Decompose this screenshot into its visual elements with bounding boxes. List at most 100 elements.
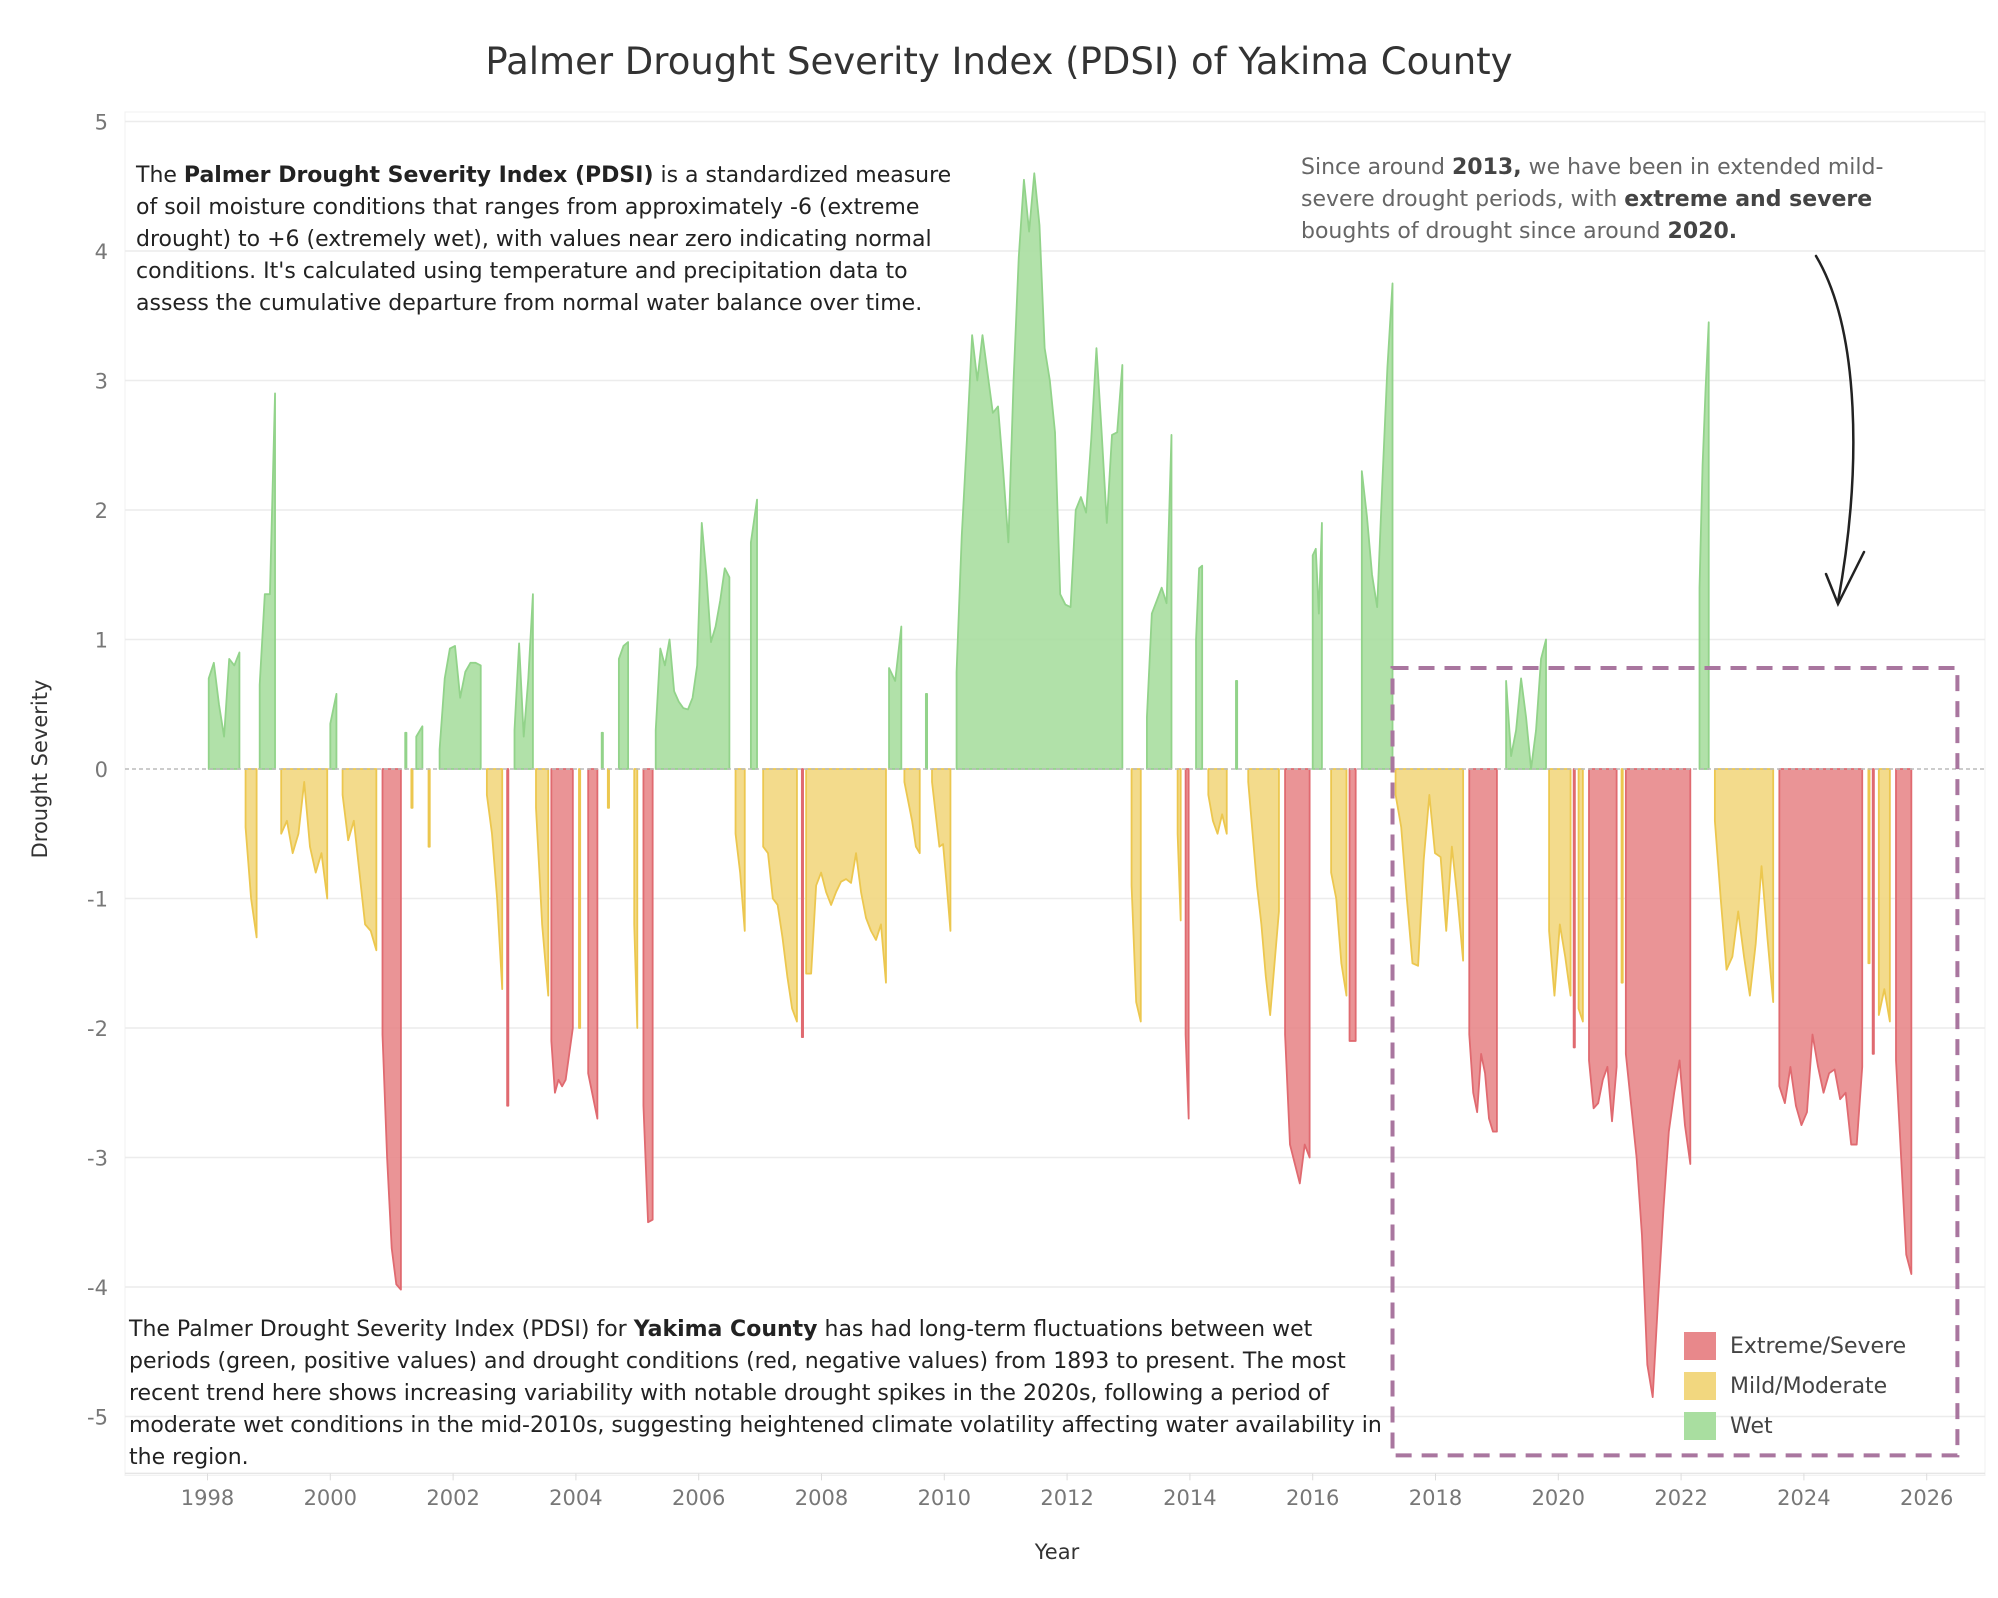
x-tick-label: 2004 <box>549 1486 602 1510</box>
x-tick-label: 2000 <box>304 1486 357 1510</box>
pdsi-episode <box>244 768 258 939</box>
x-tick-label: 2024 <box>1777 1486 1830 1510</box>
y-tick-label: 2 <box>95 499 108 523</box>
legend-label: Wet <box>1730 1413 1773 1439</box>
x-tick-label: 2012 <box>1040 1486 1093 1510</box>
swatch-extreme <box>1684 1332 1716 1360</box>
pdsi-episode <box>642 768 654 1224</box>
y-axis-ticks: 5 4 3 2 1 0 -1 -2 -3 -4 -5 <box>87 111 108 1430</box>
pdsi-episode <box>506 768 510 1107</box>
arrow-icon <box>1814 254 1866 608</box>
y-tick-label: -2 <box>87 1017 108 1041</box>
pdsi-episode <box>1867 768 1871 965</box>
pdsi-episode <box>1588 768 1618 1123</box>
pdsi-episode <box>404 731 408 770</box>
pdsi-episode <box>438 645 482 770</box>
pdsi-episode <box>1778 768 1864 1146</box>
pdsi-episode <box>1311 522 1323 770</box>
x-axis-title: Year <box>1034 1540 1080 1564</box>
pdsi-episode <box>410 768 414 809</box>
y-axis-title: Drought Severity <box>28 679 52 859</box>
x-tick-label: 2018 <box>1409 1486 1462 1510</box>
yakima-summary-note: The Palmer Drought Severity Index (PDSI)… <box>129 1317 1382 1470</box>
recent-drought-note: Since around 2013, we have been in exten… <box>1301 155 1884 244</box>
y-tick-label: -1 <box>87 888 108 912</box>
pdsi-episode <box>1360 282 1394 770</box>
pdsi-episode <box>734 768 746 932</box>
pdsi-episode <box>427 768 431 848</box>
pdsi-episode <box>1330 768 1348 997</box>
pdsi-episode <box>600 731 604 770</box>
pdsi-episode <box>888 625 903 770</box>
pdsi-episode <box>329 692 338 770</box>
y-tick-label: 4 <box>95 240 108 264</box>
pdsi-episode <box>617 641 629 770</box>
pdsi-episode <box>1176 768 1182 922</box>
y-tick-label: -4 <box>87 1276 108 1300</box>
pdsi-episode <box>1577 768 1584 1023</box>
y-tick-label: 0 <box>95 758 108 782</box>
y-tick-label: 5 <box>95 111 108 135</box>
chart-title: Palmer Drought Severity Index (PDSI) of … <box>485 40 1513 83</box>
pdsi-episode <box>1235 680 1239 770</box>
pdsi-episode <box>654 522 731 770</box>
pdsi-episode <box>1146 433 1173 770</box>
pdsi-episode <box>535 768 550 997</box>
x-tick-label: 2008 <box>795 1486 848 1510</box>
pdsi-episode <box>1207 768 1228 835</box>
legend-label: Extreme/Severe <box>1730 1333 1907 1359</box>
legend-item-extreme: Extreme/Severe <box>1684 1326 1906 1366</box>
x-tick-label: 2010 <box>918 1486 971 1510</box>
x-tick-label: 2026 <box>1900 1486 1953 1510</box>
pdsi-episode <box>1620 768 1624 984</box>
pdsi-episode <box>1468 768 1498 1133</box>
pdsi-episode <box>1184 768 1190 1120</box>
pdsi-episode <box>1247 768 1280 1016</box>
plot-frame <box>124 111 1986 1476</box>
pdsi-episode <box>381 768 402 1291</box>
pdsi-episode <box>1130 768 1142 1023</box>
x-tick-label: 2020 <box>1532 1486 1585 1510</box>
pdsi-episode <box>1548 768 1572 997</box>
pdsi-episode <box>578 768 582 1029</box>
pdsi-episode <box>258 392 276 770</box>
swatch-mild <box>1684 1372 1716 1400</box>
pdsi-episode <box>931 768 952 932</box>
legend-label: Mild/Moderate <box>1730 1373 1888 1399</box>
y-tick-label: 1 <box>95 629 108 653</box>
pdsi-episode <box>606 768 610 809</box>
pdsi-episode <box>207 651 241 770</box>
pdsi-episode <box>1895 768 1913 1275</box>
pdsi-episode <box>924 692 929 770</box>
swatch-wet <box>1684 1412 1716 1440</box>
y-tick-label: -3 <box>87 1147 108 1171</box>
pdsi-episode <box>903 768 921 855</box>
y-tick-label: -5 <box>87 1406 108 1430</box>
x-tick-label: 2016 <box>1286 1486 1339 1510</box>
pdsi-episode <box>955 172 1124 770</box>
pdsi-episode <box>587 768 599 1120</box>
legend-item-wet: Wet <box>1684 1406 1906 1446</box>
pdsi-episode <box>1284 768 1311 1185</box>
pdsi-episode <box>1871 768 1875 1055</box>
pdsi-episode <box>800 768 804 1038</box>
pdsi-episode <box>762 768 798 1023</box>
pdsi-episode <box>341 768 378 952</box>
pdsi-episode <box>805 768 887 984</box>
pdsi-episode <box>415 725 424 770</box>
pdsi-episode <box>1877 768 1891 1023</box>
pdsi-episode <box>1624 768 1692 1398</box>
x-tick-label: 2002 <box>426 1486 479 1510</box>
x-tick-label: 1998 <box>181 1486 234 1510</box>
pdsi-episode <box>1713 768 1775 1003</box>
pdsi-episode <box>1195 564 1204 770</box>
gridlines <box>124 111 1986 1476</box>
legend-item-mild: Mild/Moderate <box>1684 1366 1906 1406</box>
pdsi-episode <box>1348 768 1357 1042</box>
x-axis-ticks: 1998 2000 2002 2004 2006 2008 2010 2012 2014 2016… <box>125 1472 1985 1510</box>
pdsi-episode <box>1572 768 1576 1049</box>
pdsi-episode <box>633 768 639 1029</box>
pdsi-episode <box>1505 638 1547 770</box>
pdsi-episode <box>485 768 504 991</box>
